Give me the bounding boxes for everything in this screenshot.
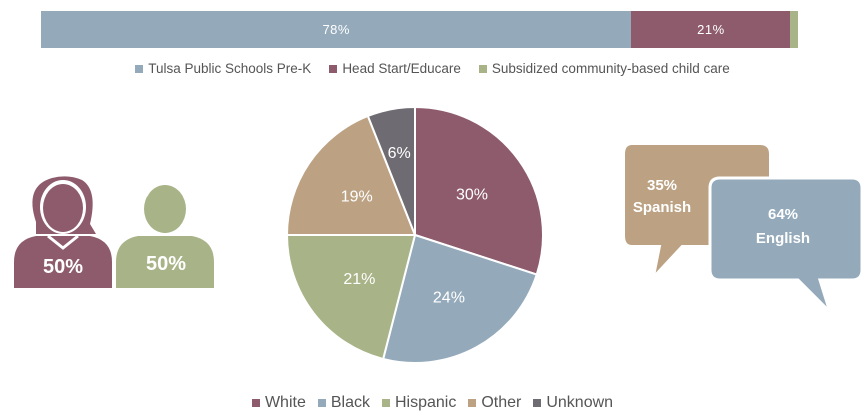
language-bubbles: 35% Spanish 64% English (623, 143, 864, 314)
bar-segment (790, 11, 798, 48)
legend-swatch (317, 399, 326, 407)
pie-slice (414, 105, 544, 276)
bar-legend-item: Subsidized community-based child care (478, 61, 730, 76)
pie-legend-item: Other (468, 394, 521, 412)
pie-slice-label: 24% (433, 290, 465, 307)
bar-legend: Tulsa Public Schools Pre-K Head Start/Edu… (0, 61, 865, 76)
bar-legend-item: Head Start/Educare (329, 61, 461, 76)
legend-swatch (533, 399, 542, 407)
pie-legend-item: Unknown (533, 394, 613, 412)
pie-slice-label: 19% (341, 188, 373, 205)
pie-slice-label: 6% (388, 145, 411, 162)
pie-legend-label: Unknown (546, 394, 614, 411)
pie-legend-item: White (251, 394, 306, 412)
race-pie-chart: 30% 24% 21% 19% 6% (285, 105, 544, 364)
legend-swatch (329, 64, 338, 73)
spanish-percent: 35% (647, 177, 677, 194)
pie-legend-label: Hispanic (394, 394, 457, 411)
program-stacked-bar: 78% 21% (41, 11, 798, 48)
bar-legend-label: Tulsa Public Schools Pre-K (148, 61, 312, 76)
female-percent: 50% (43, 256, 83, 278)
bar-legend-label: Subsidized community-based child care (491, 61, 730, 76)
legend-swatch (251, 399, 260, 407)
legend-swatch (468, 399, 477, 407)
pie-legend-item: Hispanic (381, 394, 457, 412)
bar-legend-item: Tulsa Public Schools Pre-K (135, 61, 311, 76)
spanish-label: Spanish (633, 199, 691, 216)
pie-slice-label: 21% (343, 271, 375, 288)
girl-icon: 50% (14, 176, 112, 288)
legend-swatch (381, 399, 390, 407)
legend-swatch (135, 64, 144, 73)
english-bubble: 64% English (708, 176, 864, 314)
bar-legend-label: Head Start/Educare (342, 61, 461, 76)
pie-legend: White Black Hispanic Other Unknown (0, 394, 865, 412)
pie-legend-label: White (264, 394, 306, 411)
gender-figures: 50% 50% (14, 176, 214, 288)
pie-legend-item: Black (317, 394, 370, 412)
pie-slice (366, 105, 416, 236)
pie-slice (381, 233, 538, 364)
bar-segment: 78% (41, 11, 632, 48)
bar-segment: 21% (631, 11, 791, 48)
pie-legend-label: Other (481, 394, 522, 411)
boy-icon: 50% (116, 180, 214, 288)
legend-swatch (478, 64, 487, 73)
pie-slice (285, 234, 417, 361)
english-label: English (756, 230, 810, 247)
male-percent: 50% (146, 253, 186, 275)
pie-legend-label: Black (330, 394, 370, 411)
pie-slice (285, 114, 417, 236)
english-percent: 64% (768, 206, 798, 223)
pie-slice-label: 30% (456, 187, 488, 204)
